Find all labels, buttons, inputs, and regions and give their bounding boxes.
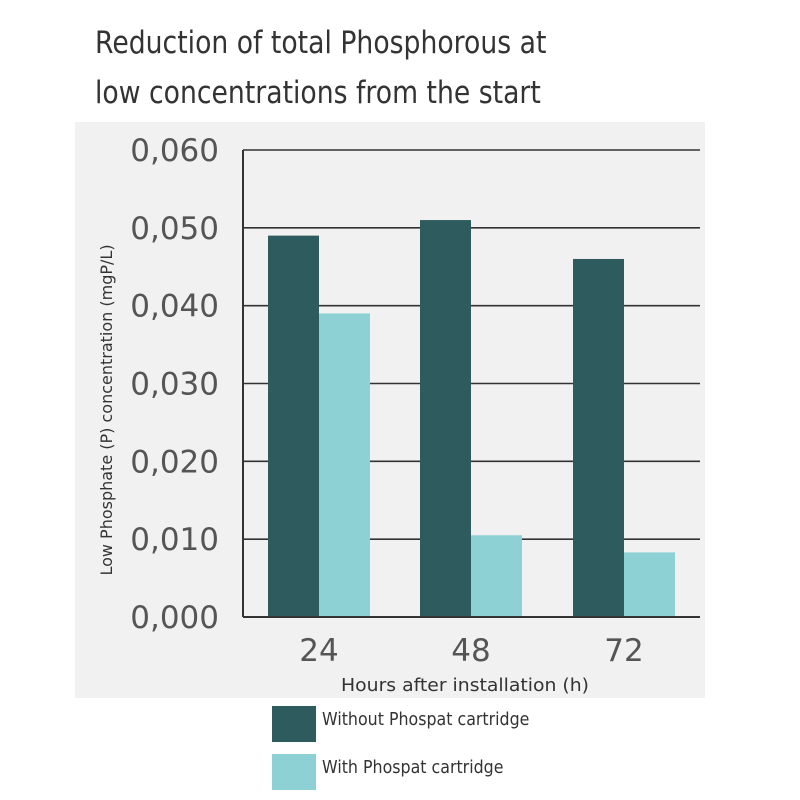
y-tick-label: 0,040 <box>130 289 219 325</box>
chart-title-line-1: Reduction of total Phosphorous at <box>95 25 547 61</box>
y-tick-label: 0,000 <box>130 600 219 636</box>
x-tick-label: 72 <box>604 633 643 669</box>
x-axis-label: Hours after installation (h) <box>341 675 589 696</box>
bar-with-cartridge-72 <box>624 552 675 617</box>
y-axis-label: Low Phosphate (P) concentration (mgP/L) <box>97 244 116 575</box>
x-tick-labels: 24 48 72 <box>299 633 643 669</box>
y-tick-label: 0,010 <box>130 522 219 558</box>
y-tick-label: 0,060 <box>130 133 219 169</box>
legend-swatch-with-cartridge <box>272 754 316 790</box>
bar-with-cartridge-48 <box>471 535 522 617</box>
y-tick-labels: 0,000 0,010 0,020 0,030 0,040 0,050 0,060 <box>130 133 219 636</box>
legend-swatch-without-cartridge <box>272 706 316 742</box>
bar-without-cartridge-24 <box>268 235 319 617</box>
x-tick-label: 24 <box>299 633 338 669</box>
bar-without-cartridge-72 <box>573 258 624 617</box>
y-tick-label: 0,030 <box>130 367 219 403</box>
chart-title-line-2: low concentrations from the start <box>95 75 541 111</box>
legend-label-with-cartridge: With Phospat cartridge <box>322 757 504 778</box>
legend-label-without-cartridge: Without Phospat cartridge <box>322 709 530 730</box>
y-tick-label: 0,020 <box>130 444 219 480</box>
x-tick-label: 48 <box>451 633 490 669</box>
y-tick-label: 0,050 <box>130 211 219 247</box>
chart-title: Reduction of total Phosphorous at low co… <box>95 18 628 118</box>
bars <box>268 220 675 618</box>
bar-without-cartridge-48 <box>420 220 471 618</box>
bar-with-cartridge-24 <box>319 313 370 617</box>
